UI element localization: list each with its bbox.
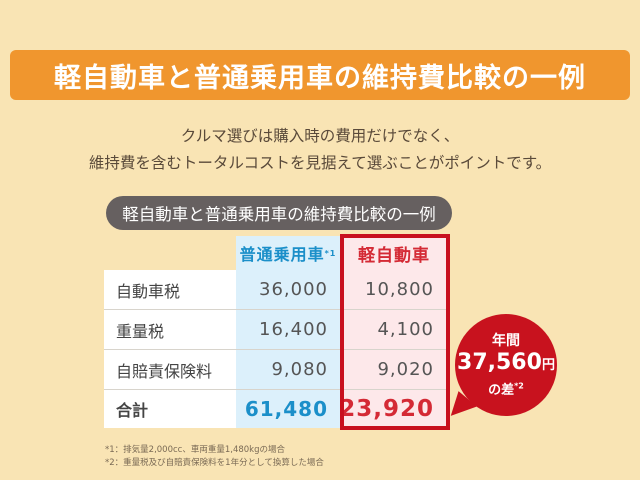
- footnote-1: *1：排気量2,000cc、車両重量1,480kgの場合: [105, 445, 285, 455]
- table-header-row: 普通乗用車 *1 軽自動車: [104, 236, 448, 270]
- table-caption: 軽自動車と普通乗用車の維持費比較の一例: [106, 196, 452, 230]
- table-row: 自動車税 36,000 10,800: [104, 270, 448, 310]
- table-row: 自賠責保険料 9,080 9,020: [104, 350, 448, 390]
- table-row: 重量税 16,400 4,100: [104, 310, 448, 350]
- header-kei: 軽自動車: [340, 236, 448, 270]
- lead-line-2: 維持費を含むトータルコストを見据えて選ぶことがポイントです。: [88, 154, 552, 172]
- comparison-table: 普通乗用車 *1 軽自動車 自動車税 36,000 10,800 重量税 16,4…: [104, 236, 448, 428]
- footnote-2: *2：重量税及び自賠責保険料を1年分として換算した場合: [105, 458, 324, 468]
- lead-line-1: クルマ選びは購入時の費用だけでなく、: [180, 127, 460, 145]
- header-regular: 普通乗用車 *1: [236, 236, 340, 270]
- page-title: 軽自動車と普通乗用車の維持費比較の一例: [10, 50, 630, 100]
- table-total-row: 合計 61,480 23,920: [104, 390, 448, 428]
- difference-bubble: 年間 37,560円 の差*2: [455, 314, 557, 416]
